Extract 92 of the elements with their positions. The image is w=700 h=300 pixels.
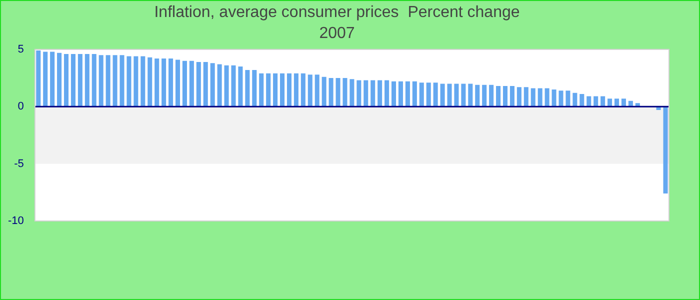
bar bbox=[342, 78, 348, 107]
bar bbox=[64, 54, 69, 107]
bar bbox=[217, 64, 222, 107]
bar bbox=[280, 73, 285, 107]
bar bbox=[496, 86, 501, 107]
bar bbox=[391, 81, 396, 107]
chart-subtitle: 2007 bbox=[319, 25, 355, 42]
bar bbox=[566, 90, 570, 107]
bar bbox=[314, 74, 320, 107]
bar bbox=[322, 76, 326, 107]
bar bbox=[572, 92, 578, 107]
bar bbox=[398, 81, 403, 107]
bar bbox=[84, 54, 90, 107]
y-tick-label: 5 bbox=[18, 43, 24, 56]
bar bbox=[544, 88, 550, 107]
bar bbox=[231, 65, 236, 107]
bar bbox=[502, 86, 508, 107]
bar bbox=[440, 84, 445, 107]
bar bbox=[308, 74, 312, 107]
bar bbox=[245, 70, 250, 107]
y-tick-label: 0 bbox=[18, 100, 24, 113]
y-tick-label: -10 bbox=[8, 215, 24, 228]
bar bbox=[148, 57, 152, 107]
bar bbox=[92, 54, 96, 107]
bar bbox=[419, 82, 424, 107]
bar bbox=[162, 58, 166, 107]
bar bbox=[510, 86, 514, 107]
bar bbox=[300, 73, 306, 107]
bar bbox=[378, 80, 382, 107]
bar bbox=[538, 88, 542, 107]
bar bbox=[78, 54, 82, 107]
bar bbox=[126, 56, 132, 107]
bar bbox=[350, 79, 354, 107]
bar bbox=[196, 62, 201, 107]
bar bbox=[558, 90, 564, 107]
bar bbox=[238, 66, 243, 107]
bar bbox=[259, 73, 264, 107]
bar bbox=[433, 82, 438, 107]
bar bbox=[224, 65, 229, 107]
bar bbox=[614, 98, 620, 107]
bar bbox=[356, 80, 362, 107]
bar bbox=[210, 63, 215, 107]
bar bbox=[286, 73, 292, 107]
bar bbox=[530, 88, 536, 107]
bar bbox=[252, 70, 257, 107]
bar bbox=[57, 52, 62, 107]
bar bbox=[524, 87, 528, 107]
bar bbox=[112, 55, 118, 107]
bar bbox=[586, 96, 592, 107]
chart-title: Inflation, average consumer prices Percent change bbox=[154, 4, 520, 22]
bar bbox=[266, 73, 271, 107]
bar bbox=[600, 96, 606, 107]
bar bbox=[140, 56, 146, 107]
bar bbox=[663, 106, 668, 194]
bar bbox=[120, 55, 124, 107]
bar bbox=[608, 98, 612, 107]
bar bbox=[273, 73, 278, 107]
bar bbox=[294, 73, 298, 107]
bar bbox=[336, 78, 340, 107]
bar bbox=[98, 55, 104, 107]
bar bbox=[594, 96, 598, 107]
bar bbox=[175, 60, 180, 107]
bar bbox=[461, 84, 466, 107]
bar bbox=[134, 56, 138, 107]
bar bbox=[489, 84, 494, 107]
y-tick-label: -5 bbox=[14, 158, 24, 170]
bar bbox=[426, 82, 431, 107]
bar bbox=[189, 60, 194, 107]
bar bbox=[43, 52, 48, 107]
bar bbox=[168, 58, 174, 107]
bar bbox=[384, 80, 390, 107]
bar bbox=[621, 98, 626, 107]
bar bbox=[468, 84, 473, 107]
bar bbox=[475, 84, 480, 107]
bar bbox=[70, 54, 76, 107]
bar bbox=[516, 87, 522, 107]
bar bbox=[154, 58, 160, 107]
bar bbox=[482, 84, 487, 107]
bar bbox=[364, 80, 368, 107]
bar bbox=[552, 89, 556, 107]
bar bbox=[36, 50, 41, 107]
bar bbox=[182, 60, 187, 107]
bar bbox=[328, 78, 334, 107]
bar bbox=[580, 94, 584, 107]
bar bbox=[412, 81, 417, 107]
bar bbox=[203, 62, 208, 107]
bar bbox=[405, 81, 410, 107]
bar bbox=[106, 55, 110, 107]
bar bbox=[50, 52, 55, 107]
bar bbox=[454, 84, 459, 107]
bar bbox=[447, 84, 452, 107]
bar bbox=[370, 80, 376, 107]
